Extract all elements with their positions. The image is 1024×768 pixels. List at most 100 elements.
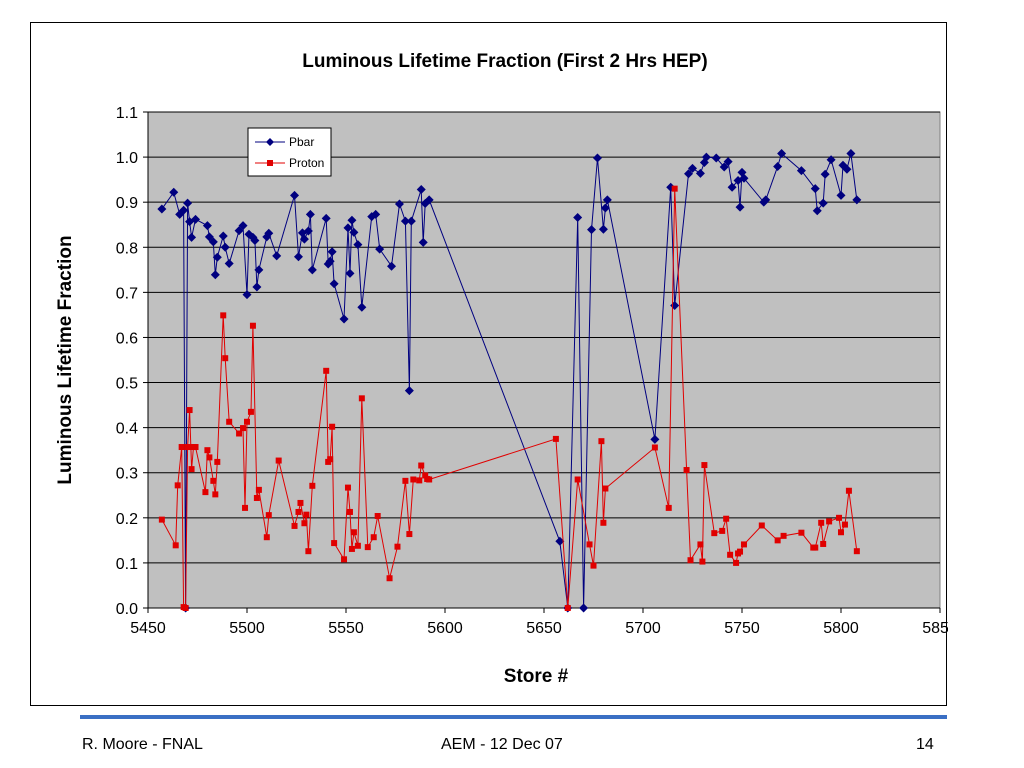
y-tick-label: 0.4 <box>116 421 138 438</box>
data-point-proton <box>202 489 209 496</box>
y-tick-label: 0.6 <box>116 330 138 347</box>
data-point-pbar <box>264 228 274 238</box>
data-point-proton <box>758 522 765 529</box>
data-point-proton <box>354 542 361 549</box>
data-point-proton <box>331 540 338 547</box>
data-point-proton <box>249 322 256 329</box>
data-point-pbar <box>735 202 745 212</box>
data-point-pbar <box>818 198 828 208</box>
data-point-proton <box>598 438 605 445</box>
data-point-pbar <box>711 153 721 163</box>
data-point-pbar <box>329 279 339 289</box>
data-point-pbar <box>773 162 783 172</box>
data-point-proton <box>204 447 211 454</box>
data-point-pbar <box>299 234 309 244</box>
data-point-pbar <box>242 290 252 300</box>
data-point-pbar <box>587 225 597 235</box>
data-point-pbar <box>321 213 331 223</box>
chart-title: Luminous Lifetime Fraction (First 2 Hrs … <box>302 51 707 72</box>
data-point-proton <box>295 508 302 515</box>
data-point-pbar <box>345 268 355 278</box>
data-point-proton <box>422 472 429 479</box>
data-point-proton <box>222 355 229 362</box>
x-tick-label: 5550 <box>328 620 364 637</box>
data-point-proton <box>236 430 243 437</box>
data-point-proton <box>184 444 191 451</box>
data-point-pbar <box>739 173 749 183</box>
data-point-pbar <box>579 603 589 613</box>
data-point-pbar <box>353 240 363 250</box>
data-point-proton <box>244 418 250 425</box>
data-point-proton <box>798 529 805 536</box>
data-point-proton <box>255 486 262 493</box>
data-point-proton <box>370 534 377 541</box>
data-point-pbar <box>293 252 303 262</box>
x-tick-label: 5700 <box>625 620 661 637</box>
data-point-proton <box>410 476 417 483</box>
footer-page-number: 14 <box>916 736 934 753</box>
data-point-proton <box>350 529 357 536</box>
data-point-proton <box>346 508 353 515</box>
data-point-proton <box>344 484 351 491</box>
data-point-pbar <box>416 185 426 195</box>
data-point-pbar <box>812 206 822 216</box>
data-point-pbar <box>600 203 610 213</box>
data-point-proton <box>172 542 179 549</box>
data-point-proton <box>818 519 825 526</box>
y-tick-label: 0.1 <box>116 556 138 573</box>
data-point-proton <box>242 504 249 511</box>
data-point-proton <box>212 491 219 498</box>
y-tick-label: 0.5 <box>116 376 138 393</box>
y-tick-label: 1.0 <box>116 150 138 167</box>
data-point-proton <box>774 537 781 544</box>
y-axis-label: Luminous Lifetime Fraction <box>55 235 76 484</box>
data-point-proton <box>586 541 593 548</box>
data-point-proton <box>394 543 401 550</box>
y-tick-label: 0.2 <box>116 511 138 528</box>
data-point-proton <box>836 514 843 521</box>
data-point-pbar <box>400 216 410 226</box>
data-point-proton <box>552 435 559 442</box>
data-point-pbar <box>303 226 313 236</box>
data-point-pbar <box>418 237 428 247</box>
data-point-pbar <box>272 251 282 261</box>
chart-frame: Luminous Lifetime Fraction (First 2 Hrs … <box>30 22 948 706</box>
data-point-proton <box>309 482 316 489</box>
y-tick-label: 0.9 <box>116 195 138 212</box>
data-point-proton <box>574 476 581 483</box>
data-point-proton <box>192 444 199 451</box>
data-point-pbar <box>695 168 705 178</box>
x-tick-label: 5600 <box>427 620 463 637</box>
data-point-pbar <box>371 209 381 219</box>
data-point-pbar <box>254 265 264 275</box>
x-axis-label: Store # <box>504 666 569 687</box>
data-point-proton <box>826 518 833 525</box>
data-point-proton <box>240 425 247 432</box>
data-point-proton <box>701 462 708 469</box>
data-point-proton <box>348 545 355 552</box>
data-point-proton <box>733 559 740 566</box>
data-point-proton <box>600 519 607 526</box>
data-point-pbar <box>820 169 830 179</box>
data-point-proton <box>402 477 409 484</box>
data-point-proton <box>329 423 336 430</box>
data-point-pbar <box>406 216 416 226</box>
data-point-proton <box>723 515 730 522</box>
data-point-pbar <box>169 187 179 197</box>
data-point-proton <box>364 544 371 551</box>
data-point-proton <box>358 395 365 402</box>
data-point-pbar <box>727 182 737 192</box>
legend: Pbar Proton <box>247 127 332 177</box>
data-point-proton <box>651 444 658 451</box>
data-point-pbar <box>598 224 608 234</box>
x-tick-label: 5750 <box>724 620 760 637</box>
data-point-proton <box>841 521 848 528</box>
x-tick-label: 5800 <box>823 620 859 637</box>
y-tick-label: 0.3 <box>116 466 138 483</box>
data-point-proton <box>780 532 787 539</box>
data-point-proton <box>711 530 718 537</box>
data-point-pbar <box>187 232 197 242</box>
data-point-pbar <box>357 302 367 312</box>
data-point-proton <box>687 557 694 564</box>
data-point-pbar <box>602 195 612 205</box>
